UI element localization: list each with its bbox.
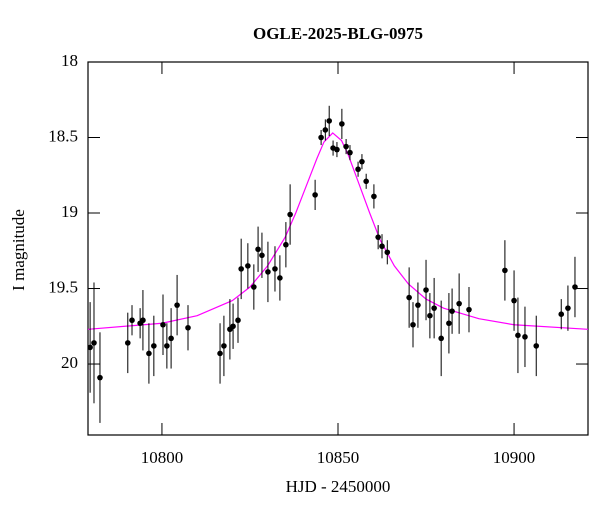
data-point [339, 121, 345, 127]
x-axis-label: HJD - 2450000 [286, 477, 391, 496]
y-tick-label: 20 [61, 353, 78, 372]
data-point [91, 340, 97, 346]
y-tick-label: 18.5 [48, 126, 78, 145]
data-point [355, 166, 361, 173]
data-point [371, 193, 377, 200]
data-point [423, 287, 429, 293]
data-point [456, 300, 462, 307]
data-point [410, 321, 416, 328]
data-point [375, 234, 381, 240]
plot-frame [87, 61, 589, 436]
x-tick-label: 10850 [317, 448, 360, 467]
y-tick-label: 19 [61, 202, 78, 221]
data-point [334, 146, 340, 153]
data-point [251, 284, 257, 290]
data-point [322, 127, 329, 133]
data-point [217, 350, 223, 357]
data-point [265, 269, 271, 275]
data-point [283, 241, 289, 248]
data-point [88, 344, 93, 351]
data-point [287, 211, 293, 218]
data-point [343, 143, 349, 150]
data-point [185, 324, 191, 331]
data-point [565, 305, 571, 311]
y-axis-label: I magnitude [9, 209, 28, 291]
data-point [384, 249, 391, 256]
data-point [449, 308, 455, 314]
data-point [97, 374, 103, 381]
data-point [363, 178, 369, 185]
y-tick-label: 18 [61, 51, 78, 70]
data-point [235, 317, 241, 324]
data-point [259, 252, 265, 259]
data-point [160, 321, 166, 328]
data-point [221, 343, 227, 349]
data-point [151, 343, 157, 349]
data-point [533, 343, 540, 349]
data-point [124, 340, 131, 346]
data-point [446, 320, 452, 327]
data-point [438, 335, 444, 342]
data-point [359, 158, 365, 165]
data-point [146, 350, 152, 357]
data-point [230, 323, 236, 330]
data-point [379, 243, 385, 250]
x-tick-label: 10800 [141, 448, 184, 467]
data-point [427, 312, 433, 319]
plot-area [88, 105, 588, 423]
data-point [511, 297, 517, 304]
data-point [164, 343, 170, 349]
data-point [318, 134, 324, 141]
data-point [129, 317, 135, 324]
data-point [168, 335, 174, 342]
data-point [326, 118, 332, 124]
chart-title: OGLE-2025-BLG-0975 [253, 24, 423, 43]
model-curve [88, 132, 588, 330]
data-point [502, 267, 508, 274]
data-point [174, 302, 180, 308]
data-point [312, 192, 318, 198]
data-point [515, 332, 521, 339]
x-tick-label: 10900 [493, 448, 536, 467]
data-point [245, 263, 251, 269]
data-point [238, 266, 244, 272]
data-point [558, 311, 565, 317]
data-point [140, 317, 146, 324]
data-point [277, 275, 283, 281]
data-point [415, 302, 421, 308]
data-point [431, 305, 437, 311]
data-point [255, 246, 261, 253]
data-point [406, 294, 412, 301]
data-point [522, 334, 528, 340]
data-point [272, 266, 278, 272]
data-point [466, 306, 472, 313]
y-tick-label: 19.5 [48, 277, 78, 296]
data-point [347, 149, 353, 156]
